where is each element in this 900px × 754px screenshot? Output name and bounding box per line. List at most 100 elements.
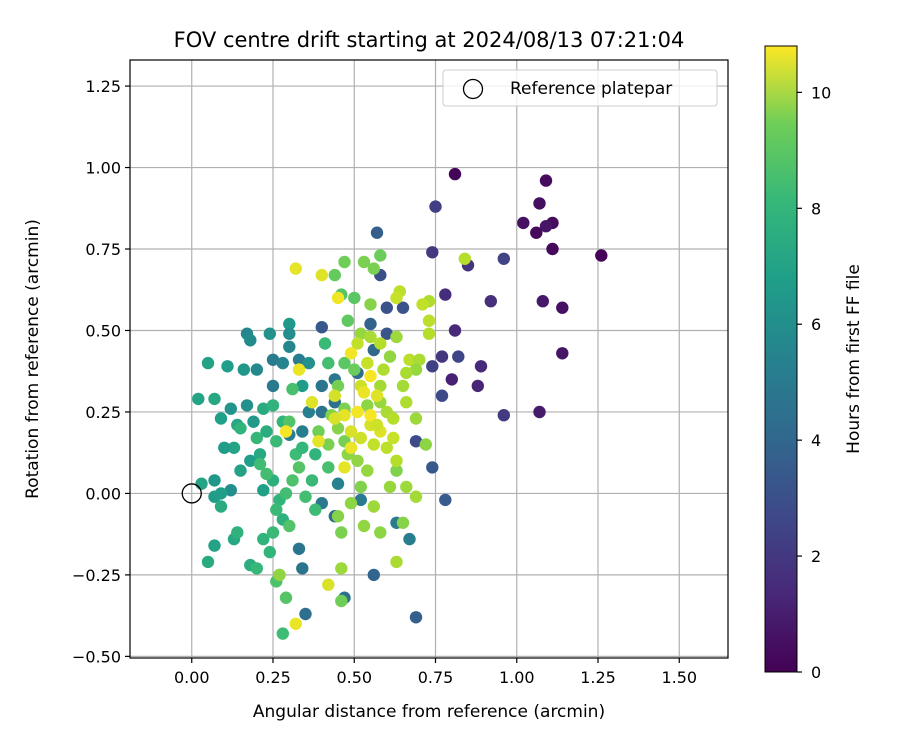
y-tick-label: 0.25 [85,403,121,422]
colorbar-gradient [764,45,798,673]
data-point [201,555,215,569]
data-point [299,607,312,621]
data-point [390,291,403,305]
data-point [383,480,397,494]
data-point [390,330,403,344]
data-point [530,226,543,239]
data-point [390,464,403,477]
data-point [283,317,296,331]
data-point [354,431,367,445]
data-point [263,327,276,340]
data-point [289,262,302,275]
data-point [208,539,221,552]
data-point [218,441,231,454]
colorbar-tick-label: 0 [811,663,821,682]
data-point [409,490,423,503]
data-point [374,526,387,539]
data-point [370,389,384,402]
data-point [403,353,416,366]
data-point [315,268,328,282]
data-point [318,337,332,350]
data-point [273,568,286,582]
data-point [387,431,400,445]
data-point [364,369,377,383]
data-point [409,363,423,376]
data-point [302,405,315,419]
data-point [244,454,257,467]
data-point [279,487,293,500]
data-point [338,461,351,474]
data-point [409,435,423,448]
data-point [296,379,309,393]
data-point [374,379,387,393]
data-point [435,350,449,363]
data-point [426,246,439,259]
data-point [208,392,221,406]
data-point [361,356,374,370]
data-point [260,425,273,438]
data-point [556,347,569,360]
data-point [208,474,221,487]
data-point [387,412,400,425]
data-point [445,373,458,386]
data-point [426,360,439,373]
data-point [234,464,247,477]
data-point [471,379,484,393]
data-point [400,480,413,494]
x-tick-label: 0.25 [255,668,291,687]
data-point [357,519,371,533]
data-point [263,545,276,559]
reference-platepar-marker [181,483,202,504]
x-axis-label: Angular distance from reference (arcmin) [253,702,605,722]
data-point [283,415,296,428]
data-point [266,526,280,539]
data-point [260,467,273,481]
data-point [539,174,553,187]
y-tick-label: −0.50 [72,647,121,666]
data-point [367,438,380,451]
data-point [370,226,384,239]
data-point [439,288,452,301]
data-point [383,350,397,363]
data-point [331,422,345,435]
data-point [539,220,553,233]
data-point [257,532,270,546]
data-point [214,412,228,425]
data-point [370,418,384,432]
data-point [335,526,348,539]
data-point [367,568,380,582]
data-point [374,249,387,262]
data-point [331,510,345,523]
data-point [348,363,361,376]
data-point [380,301,393,314]
data-point [335,594,348,608]
data-point [283,519,296,533]
data-point [396,301,410,314]
data-point [533,405,546,419]
data-point [409,611,423,624]
data-point [322,356,335,370]
chart-title: FOV centre drift starting at 2024/08/13 … [174,28,685,52]
reference-marker-layer [181,483,202,504]
data-point [276,627,289,640]
data-point [250,562,263,575]
data-point [266,379,280,393]
data-point [484,295,497,308]
data-point [556,301,569,314]
x-tick-label: 0.75 [418,668,454,687]
data-point [270,503,283,516]
data-point [192,392,205,406]
data-point [367,500,380,513]
data-point [328,412,341,425]
data-point [409,412,423,425]
data-point [338,409,351,422]
data-point [296,562,309,575]
data-point [364,317,377,331]
colorbar-tick-label: 4 [811,431,821,450]
data-point [354,327,367,340]
data-point [400,366,413,380]
data-point [367,262,380,275]
data-point [354,493,367,507]
data-point [224,484,237,497]
